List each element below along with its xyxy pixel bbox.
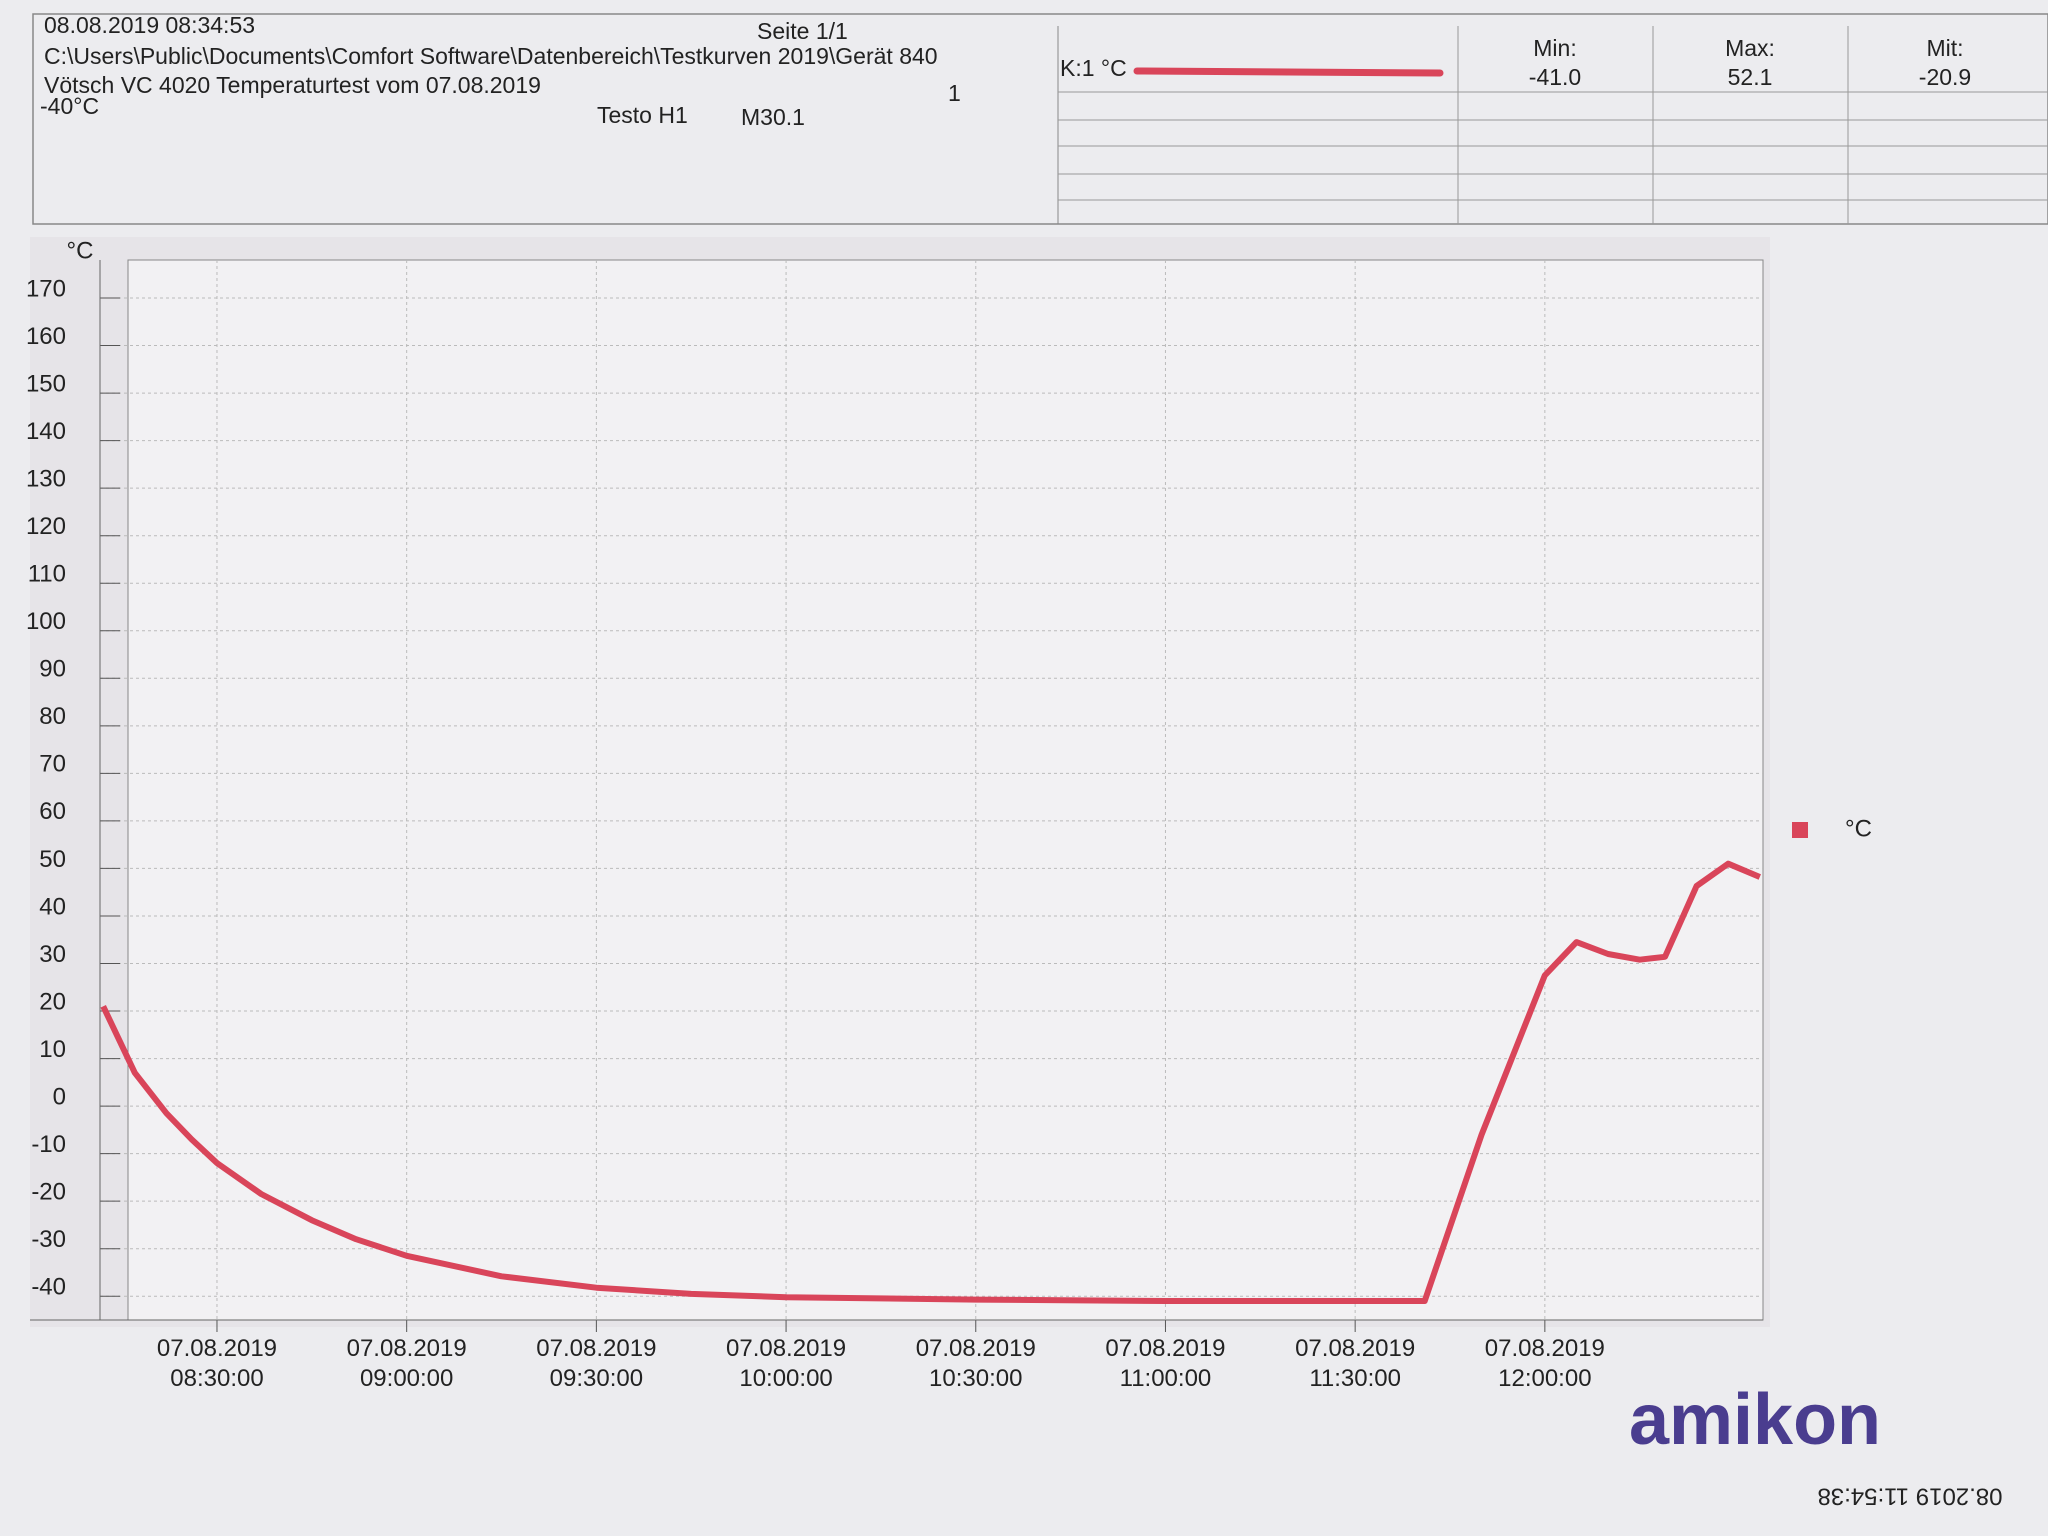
y-tick-label: 30 (39, 941, 66, 968)
legend-label: °C (1845, 815, 1872, 842)
page-number: Seite 1/1 (757, 18, 848, 44)
setpoint: -40°C (40, 93, 99, 119)
stat-value: -41.0 (1529, 64, 1581, 90)
plot-area (127, 259, 1764, 1321)
stat-label: Mit: (1926, 35, 1963, 61)
stat-value: -20.9 (1919, 64, 1971, 90)
stat-label: Max: (1725, 35, 1775, 61)
y-tick-label: 120 (26, 513, 66, 540)
channel: K:1 °C (1060, 55, 1127, 81)
y-tick-label: 60 (39, 798, 66, 825)
y-tick-label: -30 (31, 1226, 66, 1253)
legend-swatch (1792, 822, 1808, 838)
y-tick-label: 160 (26, 323, 66, 350)
y-tick-label: 150 (26, 370, 66, 397)
stat-label: Min: (1533, 35, 1576, 61)
device: Testo H1 (597, 102, 688, 128)
y-tick-label: 40 (39, 893, 66, 920)
watermark: amikon (1629, 1380, 1881, 1460)
description: Vötsch VC 4020 Temperaturtest vom 07.08.… (44, 72, 541, 98)
y-tick-label: -10 (31, 1131, 66, 1158)
header-box (32, 13, 2048, 225)
x-tick-label: 07.08.2019 08:30:00 (157, 1335, 277, 1392)
x-tick-label: 07.08.2019 11:00:00 (1105, 1335, 1225, 1392)
x-tick-label: 07.08.2019 09:00:00 (347, 1335, 467, 1392)
y-tick-label: -40 (31, 1274, 66, 1301)
stats: Min: -41.0 Max: 52.1 Mit: -20.9 (1529, 35, 1971, 90)
y-tick-label: 140 (26, 418, 66, 445)
y-tick-label: 80 (39, 703, 66, 730)
y-axis-label: °C (67, 237, 94, 264)
y-tick-label: 100 (26, 608, 66, 635)
probe: M30.1 (741, 104, 805, 130)
x-tick-label: 07.08.2019 11:30:00 (1295, 1335, 1415, 1392)
y-tick-label: 20 (39, 988, 66, 1015)
y-tick-label: 50 (39, 846, 66, 873)
y-tick-label: 10 (39, 1036, 66, 1063)
y-tick-label: 170 (26, 275, 66, 302)
y-tick-label: 90 (39, 656, 66, 683)
y-tick-label: -20 (31, 1179, 66, 1206)
series-line (100, 860, 1761, 1304)
x-tick-label: 07.08.2019 12:00:00 (1485, 1335, 1605, 1392)
y-tick-label: 110 (28, 561, 66, 588)
stat-value: 52.1 (1728, 64, 1773, 90)
y-tick-label: 70 (39, 751, 66, 778)
x-tick-label: 07.08.2019 10:00:00 (726, 1335, 846, 1392)
plot: °C -40 -30 -20 -10 0 10 20 30 40 50 60 70 80 90 100 110 1… (26, 237, 1872, 1392)
x-tick-label: 07.08.2019 09:30:00 (536, 1335, 656, 1392)
y-tick-label: 130 (26, 466, 66, 493)
y-tick-label: 0 (53, 1083, 66, 1110)
footer: 08.2019 11:54:38 (1817, 1483, 2002, 1510)
channel-swatch (1133, 67, 1444, 77)
timestamp: 08.08.2019 08:34:53 (44, 12, 255, 38)
index: 1 (948, 80, 961, 106)
file-path: C:\Users\Public\Documents\Comfort Softwa… (44, 43, 938, 69)
x-tick-label: 07.08.2019 10:30:00 (916, 1335, 1036, 1392)
